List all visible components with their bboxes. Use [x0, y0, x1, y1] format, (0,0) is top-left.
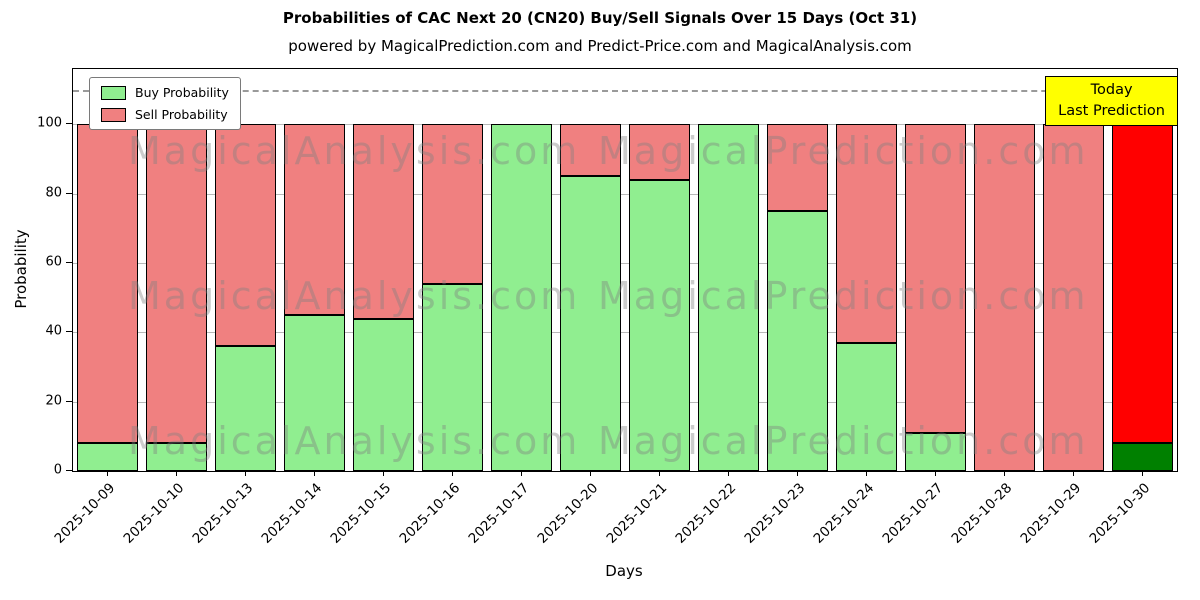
bar-segment-buy	[146, 443, 207, 471]
bar-segment-sell	[1112, 124, 1173, 444]
today-annotation-box: Today Last Prediction	[1045, 76, 1177, 127]
y-tick-label: 40	[45, 323, 62, 339]
x-tick-label: 2025-10-10	[120, 480, 187, 547]
bar-segment-buy	[836, 342, 897, 471]
today-annotation-line1: Today	[1090, 82, 1133, 98]
gridline	[73, 332, 1177, 334]
bar-segment-sell	[422, 124, 483, 284]
gridline	[73, 124, 1177, 126]
y-tick-mark	[66, 331, 72, 333]
bar-segment-sell	[974, 124, 1035, 471]
bar-segment-buy	[491, 124, 552, 471]
bar-segment-buy	[629, 179, 690, 471]
watermark-text: MagicalPrediction.com	[598, 419, 1089, 463]
x-tick-label: 2025-10-22	[672, 480, 739, 547]
x-axis-label: Days	[605, 562, 643, 580]
gridline	[73, 263, 1177, 265]
y-tick-label: 60	[45, 254, 62, 270]
bar-segment-buy	[215, 346, 276, 471]
bar-segment-sell	[629, 124, 690, 180]
legend-label-sell: Sell Probability	[135, 107, 228, 122]
x-tick-label: 2025-10-14	[258, 480, 325, 547]
bar-segment-sell	[353, 124, 414, 319]
x-tick-label: 2025-10-29	[1017, 480, 1084, 547]
bar-segment-sell	[215, 124, 276, 347]
x-tick-mark	[934, 471, 936, 476]
bar-segment-buy	[77, 443, 138, 471]
x-tick-label: 2025-10-28	[948, 480, 1015, 547]
chart-subtitle: powered by MagicalPrediction.com and Pre…	[288, 37, 912, 55]
gridline	[73, 193, 1177, 195]
x-tick-mark	[1003, 471, 1005, 476]
bar-segment-sell	[1043, 124, 1104, 471]
x-tick-mark	[244, 471, 246, 476]
x-tick-mark	[589, 471, 591, 476]
x-tick-label: 2025-10-16	[396, 480, 463, 547]
x-tick-mark	[175, 471, 177, 476]
x-tick-label: 2025-10-23	[741, 480, 808, 547]
x-tick-label: 2025-10-21	[603, 480, 670, 547]
watermark-text: MagicalAnalysis.com	[128, 129, 581, 173]
x-tick-label: 2025-10-15	[327, 480, 394, 547]
gridline	[73, 401, 1177, 403]
bar-segment-buy	[1112, 443, 1173, 471]
x-tick-mark	[451, 471, 453, 476]
watermark-text: MagicalPrediction.com	[598, 129, 1089, 173]
y-tick-label: 80	[45, 185, 62, 201]
y-tick-label: 20	[45, 393, 62, 409]
x-tick-mark	[520, 471, 522, 476]
x-tick-label: 2025-10-09	[51, 480, 118, 547]
y-tick-mark	[66, 400, 72, 402]
bar-segment-buy	[767, 211, 828, 471]
y-tick-mark	[66, 470, 72, 471]
x-tick-label: 2025-10-17	[465, 480, 532, 547]
bar-segment-sell	[767, 124, 828, 212]
y-tick-label: 0	[53, 462, 62, 478]
plot-area: Buy Probability Sell Probability Today L…	[72, 68, 1178, 472]
bar-segment-buy	[353, 318, 414, 471]
watermark-text: MagicalPrediction.com	[598, 274, 1089, 318]
legend-swatch-sell	[101, 107, 126, 122]
legend-item-sell: Sell Probability	[101, 107, 229, 122]
bar-segment-buy	[905, 432, 966, 471]
bar-segment-buy	[698, 124, 759, 471]
bar-segment-sell	[836, 124, 897, 343]
x-tick-mark	[658, 471, 660, 476]
bar-segment-sell	[905, 124, 966, 433]
x-tick-mark	[865, 471, 867, 476]
x-tick-mark	[313, 471, 315, 476]
bar-segment-sell	[284, 124, 345, 316]
bar-segment-sell	[77, 124, 138, 444]
bar-segment-buy	[422, 283, 483, 471]
x-tick-mark	[106, 471, 108, 476]
bar-segment-sell	[146, 124, 207, 444]
bar-segment-buy	[284, 315, 345, 471]
chart-title: Probabilities of CAC Next 20 (CN20) Buy/…	[282, 9, 918, 27]
x-tick-mark	[382, 471, 384, 476]
y-tick-mark	[66, 262, 72, 264]
legend-label-buy: Buy Probability	[135, 85, 229, 100]
x-tick-label: 2025-10-24	[810, 480, 877, 547]
y-tick-mark	[66, 123, 72, 125]
watermark-text: MagicalAnalysis.com	[128, 419, 581, 463]
x-tick-label: 2025-10-27	[879, 480, 946, 547]
x-tick-label: 2025-10-13	[189, 480, 256, 547]
legend-swatch-buy	[101, 85, 126, 100]
today-annotation-line2: Last Prediction	[1058, 103, 1165, 120]
y-tick-mark	[66, 192, 72, 194]
x-tick-mark	[727, 471, 729, 476]
threshold-dashed-line	[73, 89, 1177, 92]
bar-segment-sell	[560, 124, 621, 177]
bar-segment-buy	[560, 176, 621, 471]
legend-item-buy: Buy Probability	[101, 85, 229, 100]
x-tick-mark	[1072, 471, 1074, 476]
x-tick-mark	[796, 471, 798, 476]
x-tick-label: 2025-10-30	[1086, 480, 1153, 547]
x-tick-label: 2025-10-20	[534, 480, 601, 547]
legend: Buy Probability Sell Probability	[89, 77, 241, 130]
watermark-text: MagicalAnalysis.com	[128, 274, 581, 318]
y-tick-label: 100	[37, 115, 62, 131]
x-tick-mark	[1141, 471, 1143, 476]
